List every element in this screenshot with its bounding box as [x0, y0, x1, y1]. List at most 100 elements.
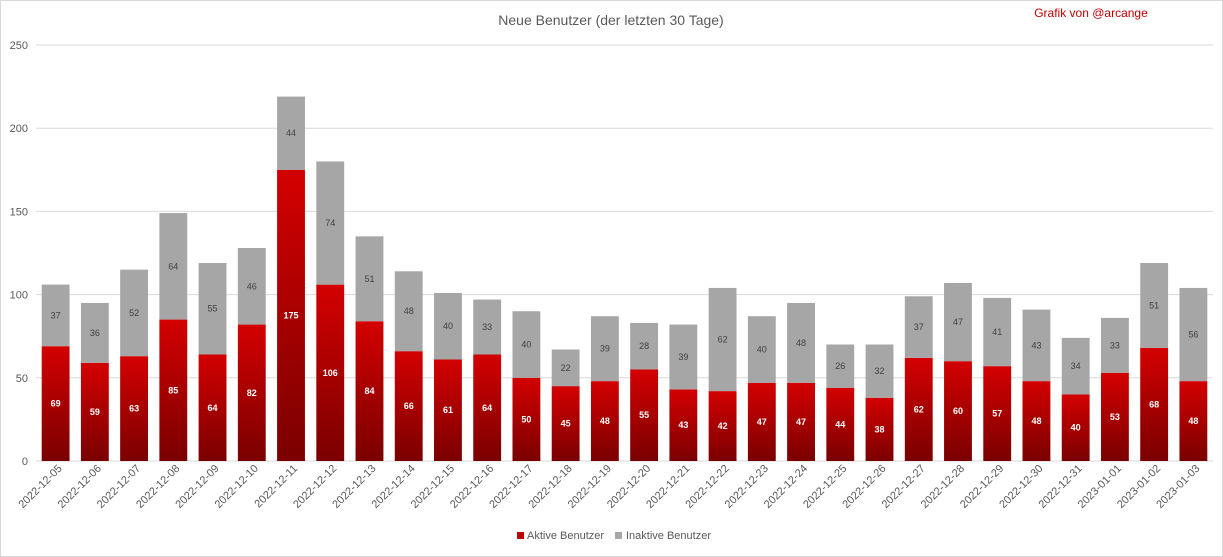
data-label-active: 53 — [1110, 412, 1120, 422]
bar-inactive — [904, 296, 933, 358]
data-label-inactive: 39 — [678, 352, 688, 362]
data-label-active: 69 — [51, 399, 61, 409]
bar-inactive — [983, 297, 1012, 367]
bar-inactive — [277, 96, 305, 170]
bar-active — [159, 319, 188, 461]
data-label-active: 55 — [639, 410, 649, 420]
data-label-inactive: 39 — [600, 344, 610, 354]
data-label-active: 45 — [561, 419, 571, 429]
bar-active — [41, 346, 70, 461]
data-label-inactive: 33 — [1110, 340, 1120, 350]
data-label-inactive: 22 — [561, 363, 571, 373]
bar-active — [1140, 347, 1169, 461]
bar-inactive — [1061, 337, 1090, 395]
data-label-active: 68 — [1149, 399, 1159, 409]
data-label-inactive: 47 — [953, 317, 963, 327]
chart-credit: Grafik von @arcange — [1034, 6, 1148, 20]
data-label-active: 62 — [914, 404, 924, 414]
data-label-active: 42 — [718, 421, 728, 431]
y-tick-label: 50 — [16, 373, 28, 385]
data-label-active: 44 — [835, 419, 845, 429]
bar-active — [473, 354, 502, 461]
data-label-active: 57 — [992, 409, 1002, 419]
bar-active — [120, 356, 149, 461]
bar-active — [277, 169, 305, 462]
bar-inactive — [669, 324, 698, 390]
bar-inactive — [394, 271, 423, 352]
data-label-active: 38 — [875, 424, 885, 434]
bar-active — [434, 359, 462, 461]
y-tick-label: 200 — [10, 123, 28, 135]
data-label-active: 60 — [953, 406, 963, 416]
data-label-inactive: 55 — [208, 304, 218, 314]
data-label-inactive: 37 — [51, 310, 61, 320]
bar-active — [865, 397, 894, 461]
data-label-inactive: 62 — [718, 335, 728, 345]
data-label-active: 40 — [1071, 423, 1081, 433]
y-tick-label: 250 — [10, 40, 28, 52]
bar-inactive — [473, 299, 502, 355]
bar-inactive — [316, 161, 345, 285]
bar-inactive — [1022, 309, 1051, 382]
bar-active — [237, 324, 266, 461]
gridlines — [36, 44, 1213, 462]
data-label-active: 64 — [482, 403, 492, 413]
bar-inactive — [80, 302, 109, 363]
bar-active — [80, 362, 109, 461]
data-label-active: 47 — [796, 417, 806, 427]
bar-inactive — [1100, 317, 1129, 373]
data-label-inactive: 28 — [639, 341, 649, 351]
data-label-inactive: 48 — [796, 338, 806, 348]
bar-active — [983, 366, 1012, 461]
data-label-inactive: 51 — [364, 274, 374, 284]
bar-inactive — [355, 236, 384, 322]
data-label-inactive: 48 — [404, 306, 414, 316]
y-axis-ticks: 0 50 100 150 200 250 — [10, 40, 28, 468]
data-label-active: 61 — [443, 405, 453, 415]
legend-label-inactive: Inaktive Benutzer — [626, 530, 711, 542]
bar-active — [394, 351, 423, 461]
bar-inactive — [787, 302, 815, 383]
data-label-inactive: 34 — [1071, 361, 1081, 371]
data-label-active: 50 — [521, 414, 531, 424]
legend-swatch-active — [517, 532, 524, 539]
bar-inactive — [826, 344, 855, 388]
data-label-inactive: 36 — [90, 328, 100, 338]
data-label-inactive: 46 — [247, 281, 257, 291]
data-label-inactive: 56 — [1188, 330, 1198, 340]
bar-active — [787, 382, 815, 461]
legend-label-active: Aktive Benutzer — [527, 530, 604, 542]
bar-active — [590, 381, 619, 461]
bar-inactive — [434, 292, 462, 360]
bar-inactive — [865, 344, 894, 398]
bar-active — [630, 369, 659, 461]
data-label-inactive: 37 — [914, 322, 924, 332]
bar-active — [355, 321, 384, 461]
data-label-inactive: 32 — [875, 366, 885, 376]
bar-inactive — [1179, 287, 1208, 382]
chart-title: Neue Benutzer (der letzten 30 Tage) — [498, 12, 723, 28]
bar-active — [747, 382, 776, 461]
bar-inactive — [41, 284, 70, 347]
data-label-inactive: 26 — [835, 361, 845, 371]
data-label-active: 66 — [404, 401, 414, 411]
bar-active — [708, 391, 737, 461]
y-tick-label: 0 — [22, 456, 28, 468]
data-label-inactive: 52 — [129, 308, 139, 318]
bar-inactive — [237, 248, 266, 325]
bar-active — [1179, 381, 1208, 461]
bar-inactive — [590, 316, 619, 382]
data-label-inactive: 40 — [521, 340, 531, 350]
legend-swatch-inactive — [615, 532, 622, 539]
data-label-inactive: 44 — [286, 128, 296, 138]
data-label-inactive: 51 — [1149, 300, 1159, 310]
data-label-inactive: 40 — [757, 345, 767, 355]
legend: Aktive Benutzer Inaktive Benutzer — [517, 530, 711, 542]
bar-active — [1022, 381, 1051, 461]
bar-active — [316, 284, 345, 461]
data-label-active: 64 — [208, 403, 218, 413]
bar-inactive — [120, 269, 149, 357]
data-label-active: 48 — [600, 416, 610, 426]
